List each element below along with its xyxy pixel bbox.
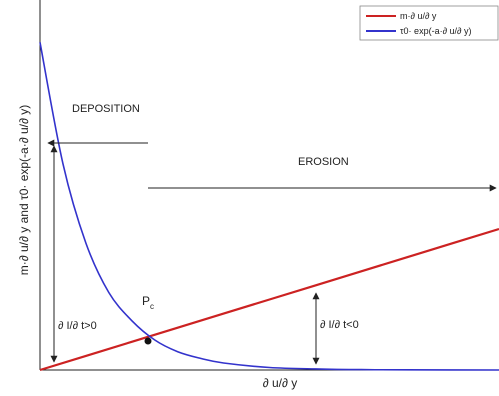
x-axis-label: ∂ u/∂ y — [263, 376, 298, 390]
intersection-point — [144, 337, 152, 345]
series-line-1 — [39, 42, 499, 371]
erosion-label: EROSION — [298, 156, 349, 168]
legend-label-series-0: m·∂ u/∂ y — [400, 11, 437, 21]
legend-box — [359, 5, 499, 41]
series-layer — [39, 42, 499, 372]
legend: m·∂ u/∂ y τ0· exp(-a·∂ u/∂ y) — [359, 5, 499, 41]
intersection-label: Pc — [142, 294, 154, 311]
axes — [39, 0, 499, 371]
right-bracket-label: ∂ I/∂ t<0 — [320, 319, 359, 331]
series-line-0 — [39, 227, 499, 372]
legend-label-series-1: τ0· exp(-a·∂ u/∂ y) — [400, 26, 471, 36]
deposition-label: DEPOSITION — [72, 103, 140, 115]
left-bracket-label: ∂ I/∂ t>0 — [58, 320, 97, 332]
y-axis-label: m·∂ u/∂ y and τ0· exp(-a·∂ u/∂ y) — [17, 105, 31, 276]
